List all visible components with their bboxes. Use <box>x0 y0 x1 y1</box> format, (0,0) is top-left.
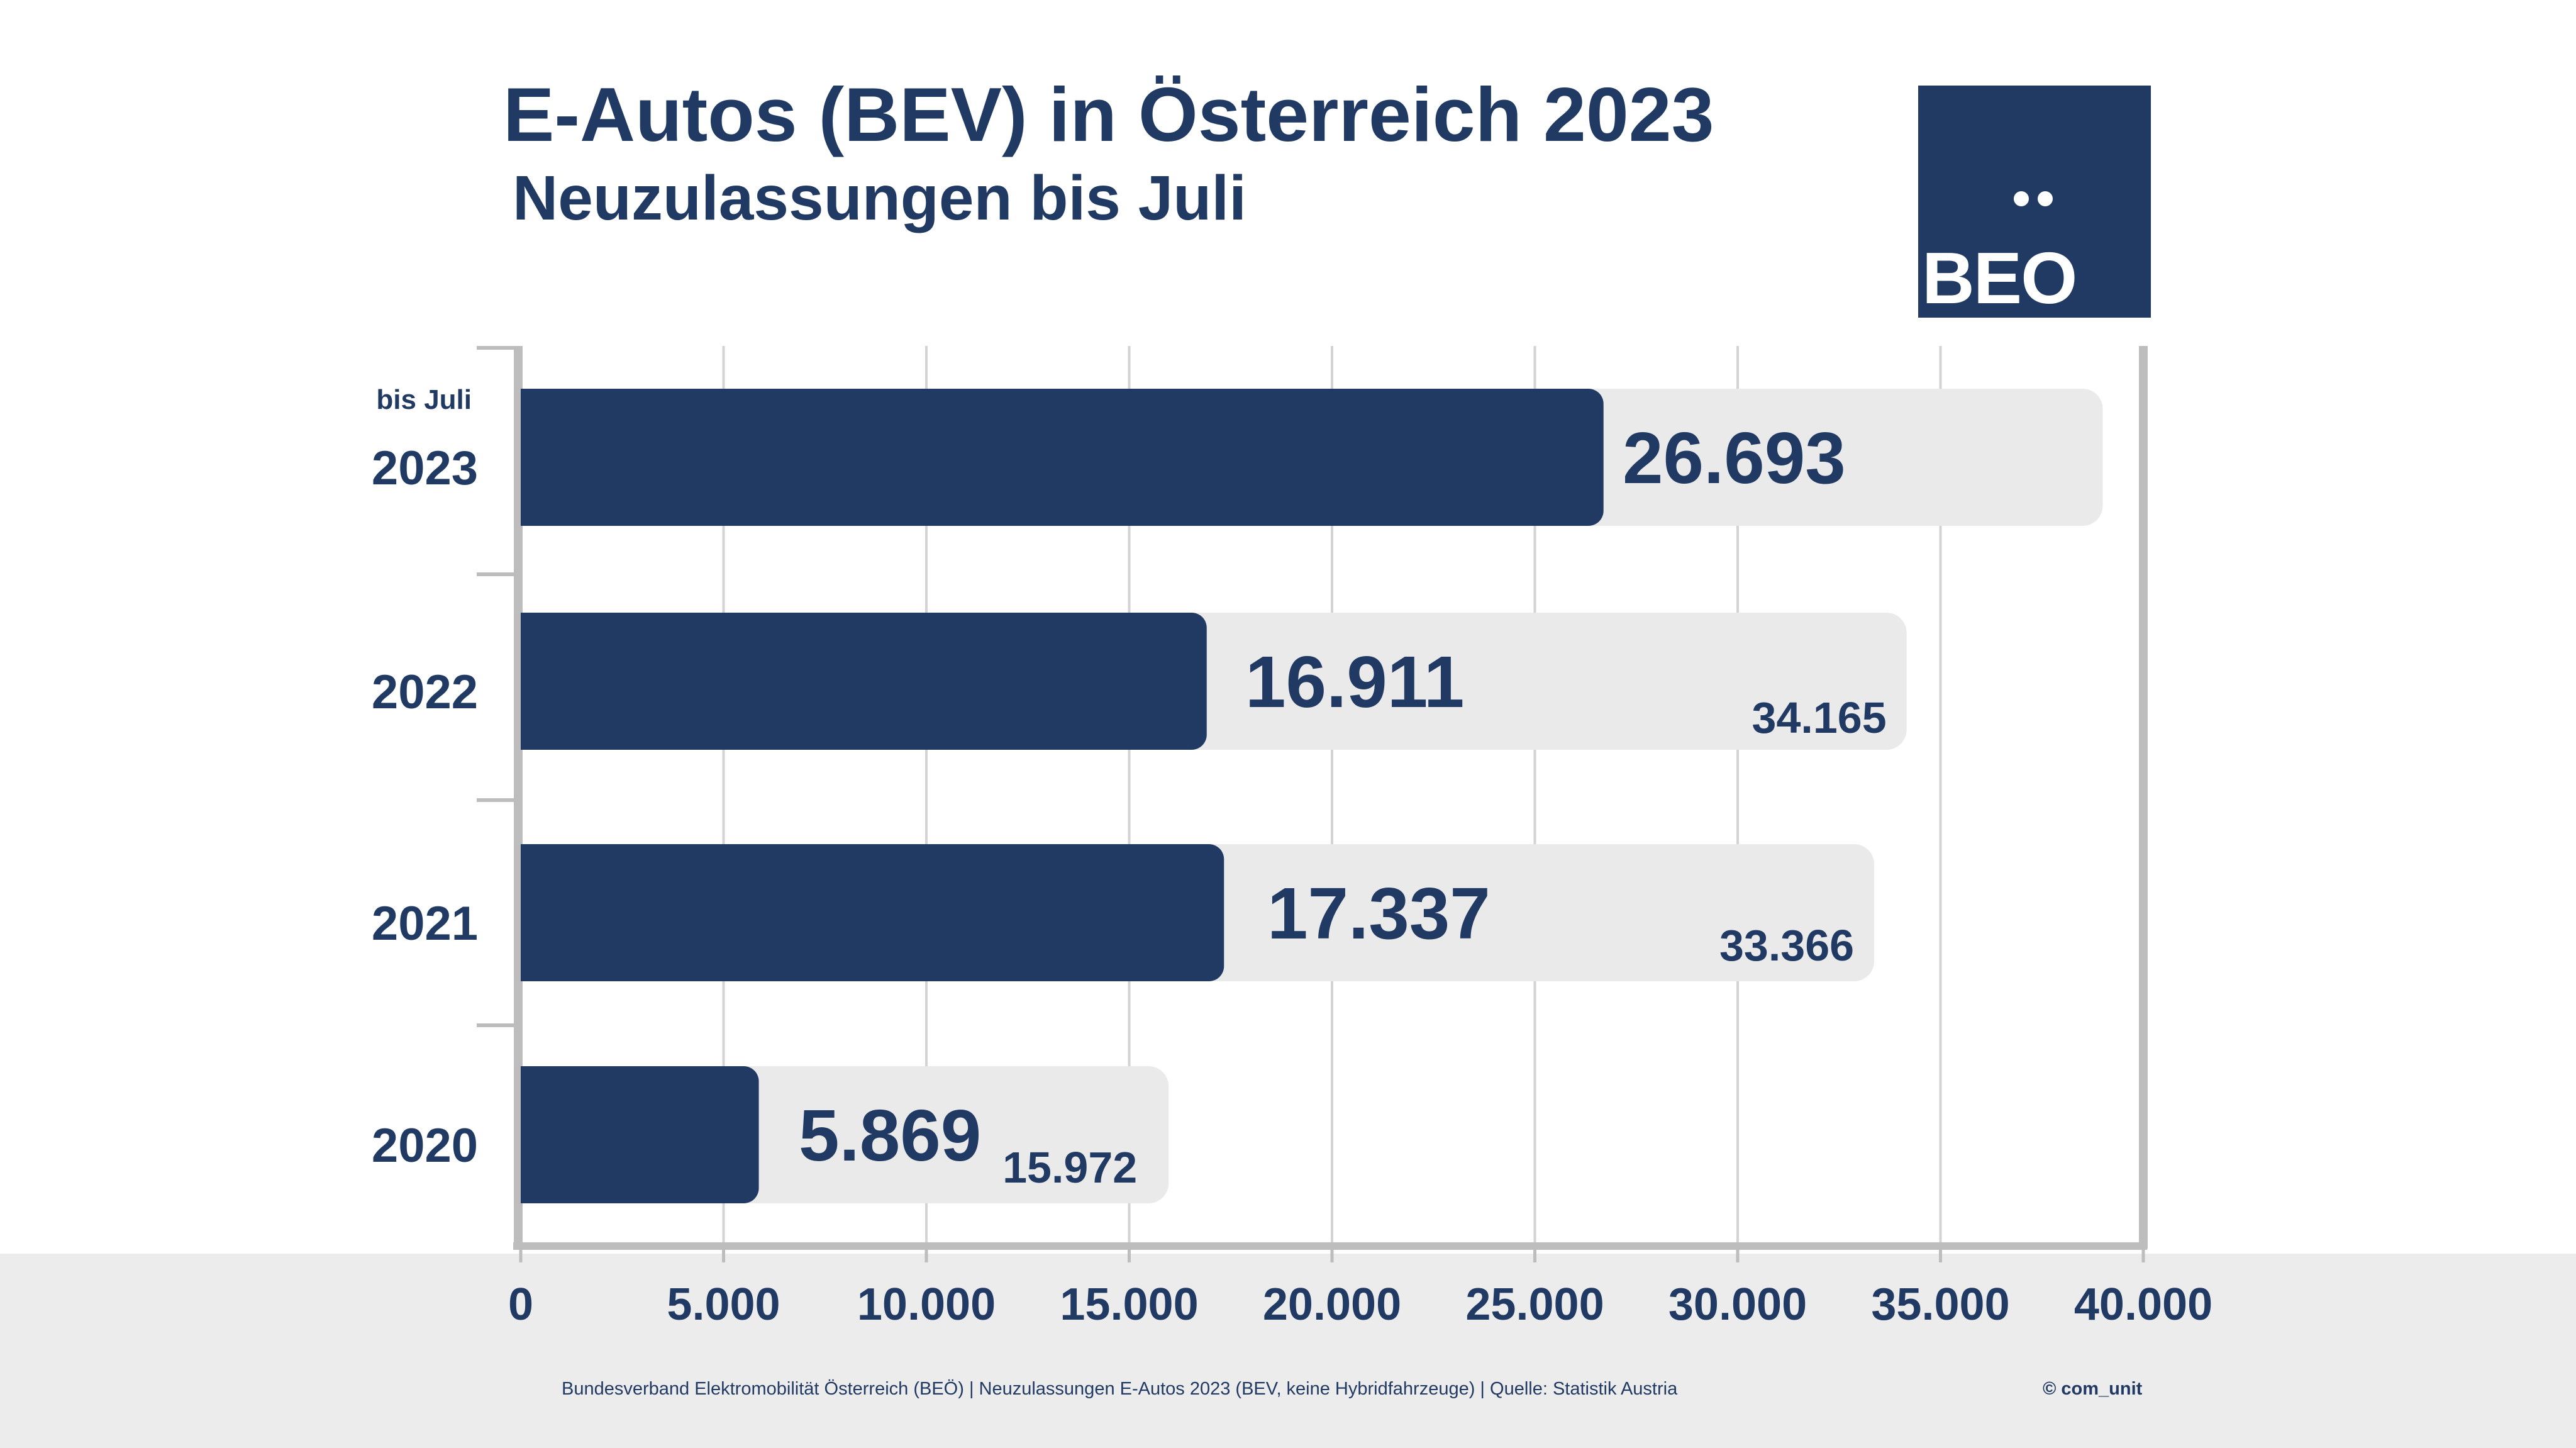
category-note: bis Juli <box>376 384 472 415</box>
value-label: 26.693 <box>1623 417 1846 499</box>
bar-january-july-base <box>521 1066 546 1203</box>
value-label: 17.337 <box>1267 872 1491 954</box>
value-label: 16.911 <box>1245 641 1464 723</box>
bar-january-july-base <box>521 844 546 981</box>
x-tick-label: 40.000 <box>2074 1279 2212 1330</box>
fullyear-label: 34.165 <box>1752 693 1887 742</box>
bar-january-july-base <box>521 389 546 526</box>
bar-january-july <box>521 844 1224 981</box>
x-tick-label: 0 <box>508 1279 533 1330</box>
bar-january-july <box>521 1066 759 1203</box>
fullyear-label: 33.366 <box>1719 921 1854 970</box>
fullyear-label: 15.972 <box>1002 1143 1137 1192</box>
x-tick-label: 15.000 <box>1060 1279 1198 1330</box>
bar-january-july-base <box>521 613 546 750</box>
x-tick-label: 25.000 <box>1465 1279 1604 1330</box>
x-tick-label: 10.000 <box>857 1279 996 1330</box>
x-tick-label: 30.000 <box>1668 1279 1807 1330</box>
category-label: 2020 <box>372 1119 478 1172</box>
bar-january-july <box>521 389 1604 526</box>
source-note: Bundesverband Elektromobilität Österreic… <box>562 1379 1677 1400</box>
category-label: 2021 <box>372 897 478 950</box>
value-label: 5.869 <box>799 1094 981 1176</box>
category-label: 2022 <box>372 666 478 719</box>
bar-january-july <box>521 613 1207 750</box>
x-tick-label: 35.000 <box>1871 1279 2009 1330</box>
credit-note: © com_unit <box>2043 1379 2142 1400</box>
category-label: 2023 <box>372 442 478 495</box>
x-tick-label: 20.000 <box>1263 1279 1401 1330</box>
x-tick-label: 5.000 <box>667 1279 780 1330</box>
